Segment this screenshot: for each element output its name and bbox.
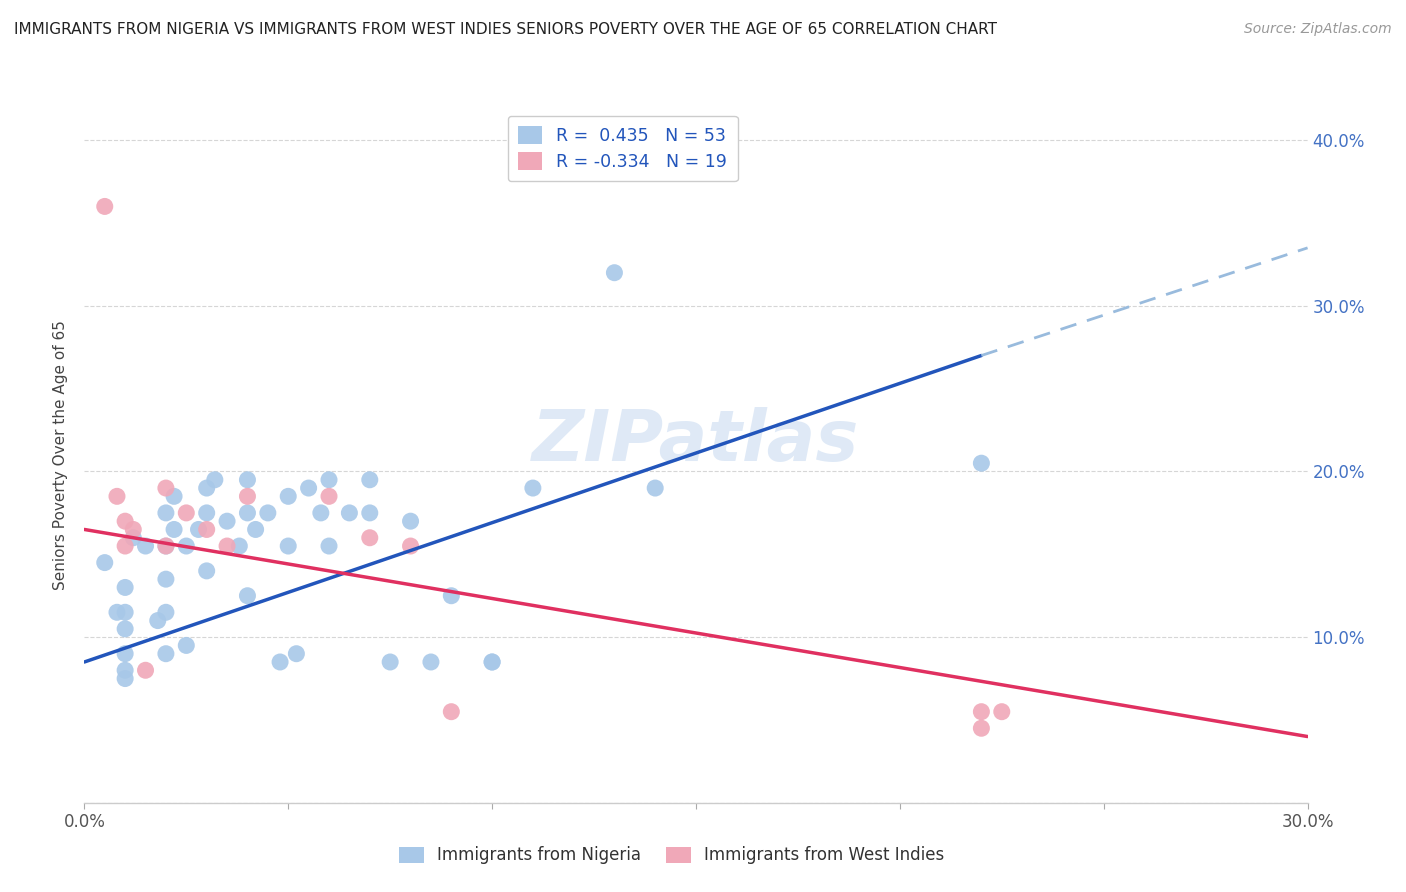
Point [481, 655, 503, 669]
Point [991, 705, 1014, 719]
Point [277, 539, 299, 553]
Point [155, 539, 177, 553]
Point [644, 481, 666, 495]
Point [318, 489, 340, 503]
Point [135, 539, 157, 553]
Point [135, 663, 157, 677]
Point [236, 506, 259, 520]
Point [236, 589, 259, 603]
Point [155, 572, 177, 586]
Point [187, 523, 209, 537]
Point [122, 531, 145, 545]
Point [440, 705, 463, 719]
Point [285, 647, 308, 661]
Point [359, 506, 381, 520]
Point [245, 523, 267, 537]
Point [269, 655, 291, 669]
Point [114, 622, 136, 636]
Point [155, 481, 177, 495]
Point [176, 539, 198, 553]
Point [155, 647, 177, 661]
Point [105, 489, 128, 503]
Point [236, 473, 259, 487]
Text: ZIPatlas: ZIPatlas [533, 407, 859, 475]
Point [114, 539, 136, 553]
Point [114, 647, 136, 661]
Point [195, 506, 218, 520]
Point [114, 514, 136, 528]
Point [217, 539, 239, 553]
Point [318, 473, 340, 487]
Legend: Immigrants from Nigeria, Immigrants from West Indies: Immigrants from Nigeria, Immigrants from… [392, 839, 950, 871]
Point [522, 481, 544, 495]
Point [399, 539, 422, 553]
Point [195, 481, 218, 495]
Point [163, 489, 186, 503]
Point [359, 531, 381, 545]
Point [236, 489, 259, 503]
Point [155, 539, 177, 553]
Point [105, 605, 128, 619]
Text: IMMIGRANTS FROM NIGERIA VS IMMIGRANTS FROM WEST INDIES SENIORS POVERTY OVER THE : IMMIGRANTS FROM NIGERIA VS IMMIGRANTS FR… [14, 22, 997, 37]
Point [122, 523, 145, 537]
Point [277, 489, 299, 503]
Point [204, 473, 226, 487]
Point [970, 721, 993, 735]
Point [970, 456, 993, 470]
Point [176, 506, 198, 520]
Y-axis label: Seniors Poverty Over the Age of 65: Seniors Poverty Over the Age of 65 [53, 320, 69, 590]
Point [114, 581, 136, 595]
Point [176, 639, 198, 653]
Text: Source: ZipAtlas.com: Source: ZipAtlas.com [1244, 22, 1392, 37]
Point [217, 514, 239, 528]
Point [114, 672, 136, 686]
Point [298, 481, 321, 495]
Point [481, 655, 503, 669]
Point [318, 539, 340, 553]
Point [195, 564, 218, 578]
Point [380, 655, 402, 669]
Point [114, 605, 136, 619]
Point [195, 523, 218, 537]
Point [155, 506, 177, 520]
Point [257, 506, 280, 520]
Point [420, 655, 443, 669]
Point [970, 705, 993, 719]
Point [359, 473, 381, 487]
Point [603, 266, 626, 280]
Point [309, 506, 332, 520]
Point [228, 539, 250, 553]
Point [339, 506, 361, 520]
Point [440, 589, 463, 603]
Point [93, 556, 117, 570]
Point [114, 663, 136, 677]
Point [399, 514, 422, 528]
Point [155, 605, 177, 619]
Point [93, 199, 117, 213]
Point [163, 523, 186, 537]
Point [146, 614, 169, 628]
